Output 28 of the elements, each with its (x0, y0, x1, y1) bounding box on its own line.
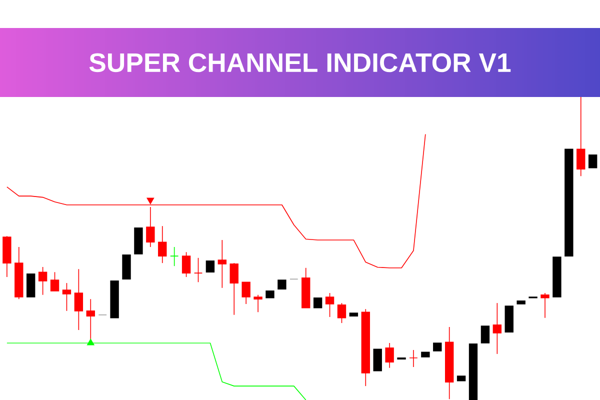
candlestick (278, 280, 286, 290)
candlestick (373, 348, 382, 372)
candlestick (576, 97, 586, 176)
candlestick (325, 292, 334, 318)
candlestick (146, 206, 155, 248)
candlestick (182, 252, 191, 278)
candlestick (409, 350, 418, 368)
candlestick (38, 266, 48, 296)
candlestick (492, 302, 502, 354)
candlestick (194, 257, 203, 283)
candlestick (218, 240, 227, 288)
candlestick (242, 282, 250, 304)
candlestick (480, 326, 490, 344)
candlestick (540, 292, 550, 318)
candlestick (158, 226, 167, 264)
candlestick (385, 342, 394, 368)
candlestick (50, 272, 60, 292)
candlestick (230, 262, 238, 316)
candlestick (588, 154, 598, 168)
candlestick (206, 260, 215, 273)
candlestick (74, 268, 84, 330)
candlestick (313, 297, 322, 308)
chart-title: SUPER CHANNEL INDICATOR V1 (89, 53, 511, 72)
candlestick (254, 294, 262, 313)
candlestick (62, 282, 72, 312)
candlestick (337, 302, 346, 324)
candlestick (26, 274, 36, 298)
candlestick (170, 246, 179, 266)
